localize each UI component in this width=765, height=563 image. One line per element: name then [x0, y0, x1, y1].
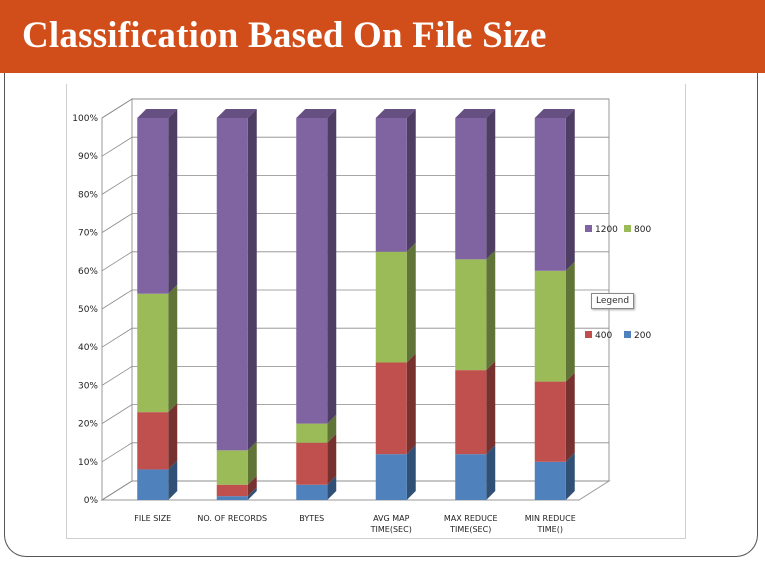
- bar-side: [327, 414, 337, 443]
- bar-segment: [137, 118, 169, 294]
- gridline: [101, 251, 609, 272]
- bar-side: [168, 460, 178, 500]
- bar-segment: [455, 370, 487, 455]
- bar-side: [168, 284, 178, 413]
- bar-side: [247, 475, 257, 497]
- slide-title: Classification Based On File Size: [22, 15, 547, 56]
- bar-top: [455, 109, 496, 118]
- legend-label: 400: [595, 331, 612, 341]
- x-tick-label: MAX REDUCE TIME(SEC): [444, 514, 498, 534]
- bar-side: [327, 433, 337, 485]
- bar-side: [565, 109, 575, 271]
- bar-segment: [534, 461, 566, 500]
- bar-side: [486, 109, 496, 260]
- gridline: [101, 136, 609, 157]
- bar-segment: [375, 251, 407, 363]
- bar-segment: [455, 118, 487, 260]
- bar-side: [406, 353, 416, 455]
- x-tick-label: BYTES: [299, 514, 324, 523]
- gridline: [101, 174, 609, 195]
- bar-side: [486, 361, 496, 455]
- bar-segment: [534, 270, 566, 382]
- bar-top: [296, 109, 337, 118]
- bar-side: [247, 441, 257, 485]
- bar-segment: [296, 484, 328, 500]
- bar-segment: [216, 496, 248, 500]
- y-tick-label: 10%: [78, 458, 98, 468]
- bar-segment: [534, 381, 566, 462]
- bar-segment: [137, 469, 169, 500]
- bar-segment: [534, 118, 566, 271]
- legend-swatch: [585, 225, 592, 232]
- bar-segment: [216, 118, 248, 451]
- bar-side: [565, 372, 575, 462]
- gridline: [101, 442, 609, 463]
- y-tick-label: 100%: [72, 114, 98, 124]
- legend-swatch: [585, 331, 592, 338]
- y-tick-label: 80%: [78, 190, 98, 200]
- bar-top: [375, 109, 416, 118]
- bar-side: [247, 487, 257, 500]
- slide-frame: [4, 73, 758, 557]
- bar-side: [565, 452, 575, 500]
- gridline: [101, 480, 609, 501]
- gridline: [101, 327, 609, 348]
- bar-segment: [296, 423, 328, 443]
- gridline: [101, 289, 609, 310]
- bar-segment: [216, 450, 248, 485]
- y-tick-label: 30%: [78, 381, 98, 391]
- bar-top: [534, 109, 575, 118]
- x-tick-label: AVG MAP TIME(SEC): [370, 514, 412, 534]
- bar-segment: [137, 293, 169, 413]
- y-tick-label: 20%: [78, 420, 98, 430]
- title-bar: Classification Based On File Size: [0, 0, 765, 73]
- legend-swatch: [624, 225, 631, 232]
- bar-segment: [296, 118, 328, 424]
- x-tick-label: FILE SIZE: [134, 514, 171, 523]
- legend-label: 200: [634, 331, 651, 341]
- bar-side: [406, 109, 416, 252]
- legend-label: 800: [634, 225, 651, 235]
- chart-floor: [100, 480, 611, 501]
- bar-side: [327, 109, 337, 424]
- bar-side: [486, 445, 496, 500]
- y-tick-label: 50%: [78, 305, 98, 315]
- x-tick-label: NO. OF RECORDS: [197, 514, 267, 523]
- bar-side: [565, 261, 575, 382]
- bar-segment: [375, 118, 407, 252]
- chart-area-border: [66, 84, 686, 539]
- bar-segment: [296, 442, 328, 485]
- y-tick-label: 0%: [84, 496, 99, 506]
- bar-segment: [455, 259, 487, 371]
- legend-swatch: [624, 331, 631, 338]
- y-tick-label: 70%: [78, 229, 98, 239]
- bar-top: [137, 109, 178, 118]
- gridline: [101, 213, 609, 233]
- bar-side: [168, 109, 178, 294]
- x-tick-label: MIN REDUCE TIME(): [525, 514, 576, 534]
- bar-top: [216, 109, 257, 118]
- bar-side: [406, 242, 416, 363]
- y-tick-label: 60%: [78, 267, 98, 277]
- bar-side: [486, 250, 496, 371]
- bar-segment: [375, 362, 407, 455]
- legend-tooltip: Legend: [591, 293, 635, 309]
- bar-segment: [455, 454, 487, 500]
- y-tick-label: 90%: [78, 152, 98, 162]
- gridline: [101, 98, 609, 119]
- bar-side: [247, 109, 257, 451]
- legend-label: 1200: [595, 225, 618, 235]
- bar-side: [406, 445, 416, 500]
- gridline: [101, 404, 609, 424]
- bar-side: [327, 475, 337, 500]
- gridline: [101, 365, 609, 386]
- y-tick-label: 40%: [78, 343, 98, 353]
- bar-segment: [375, 454, 407, 500]
- bar-side: [168, 403, 178, 470]
- bar-segment: [137, 412, 169, 470]
- bar-segment: [216, 484, 248, 497]
